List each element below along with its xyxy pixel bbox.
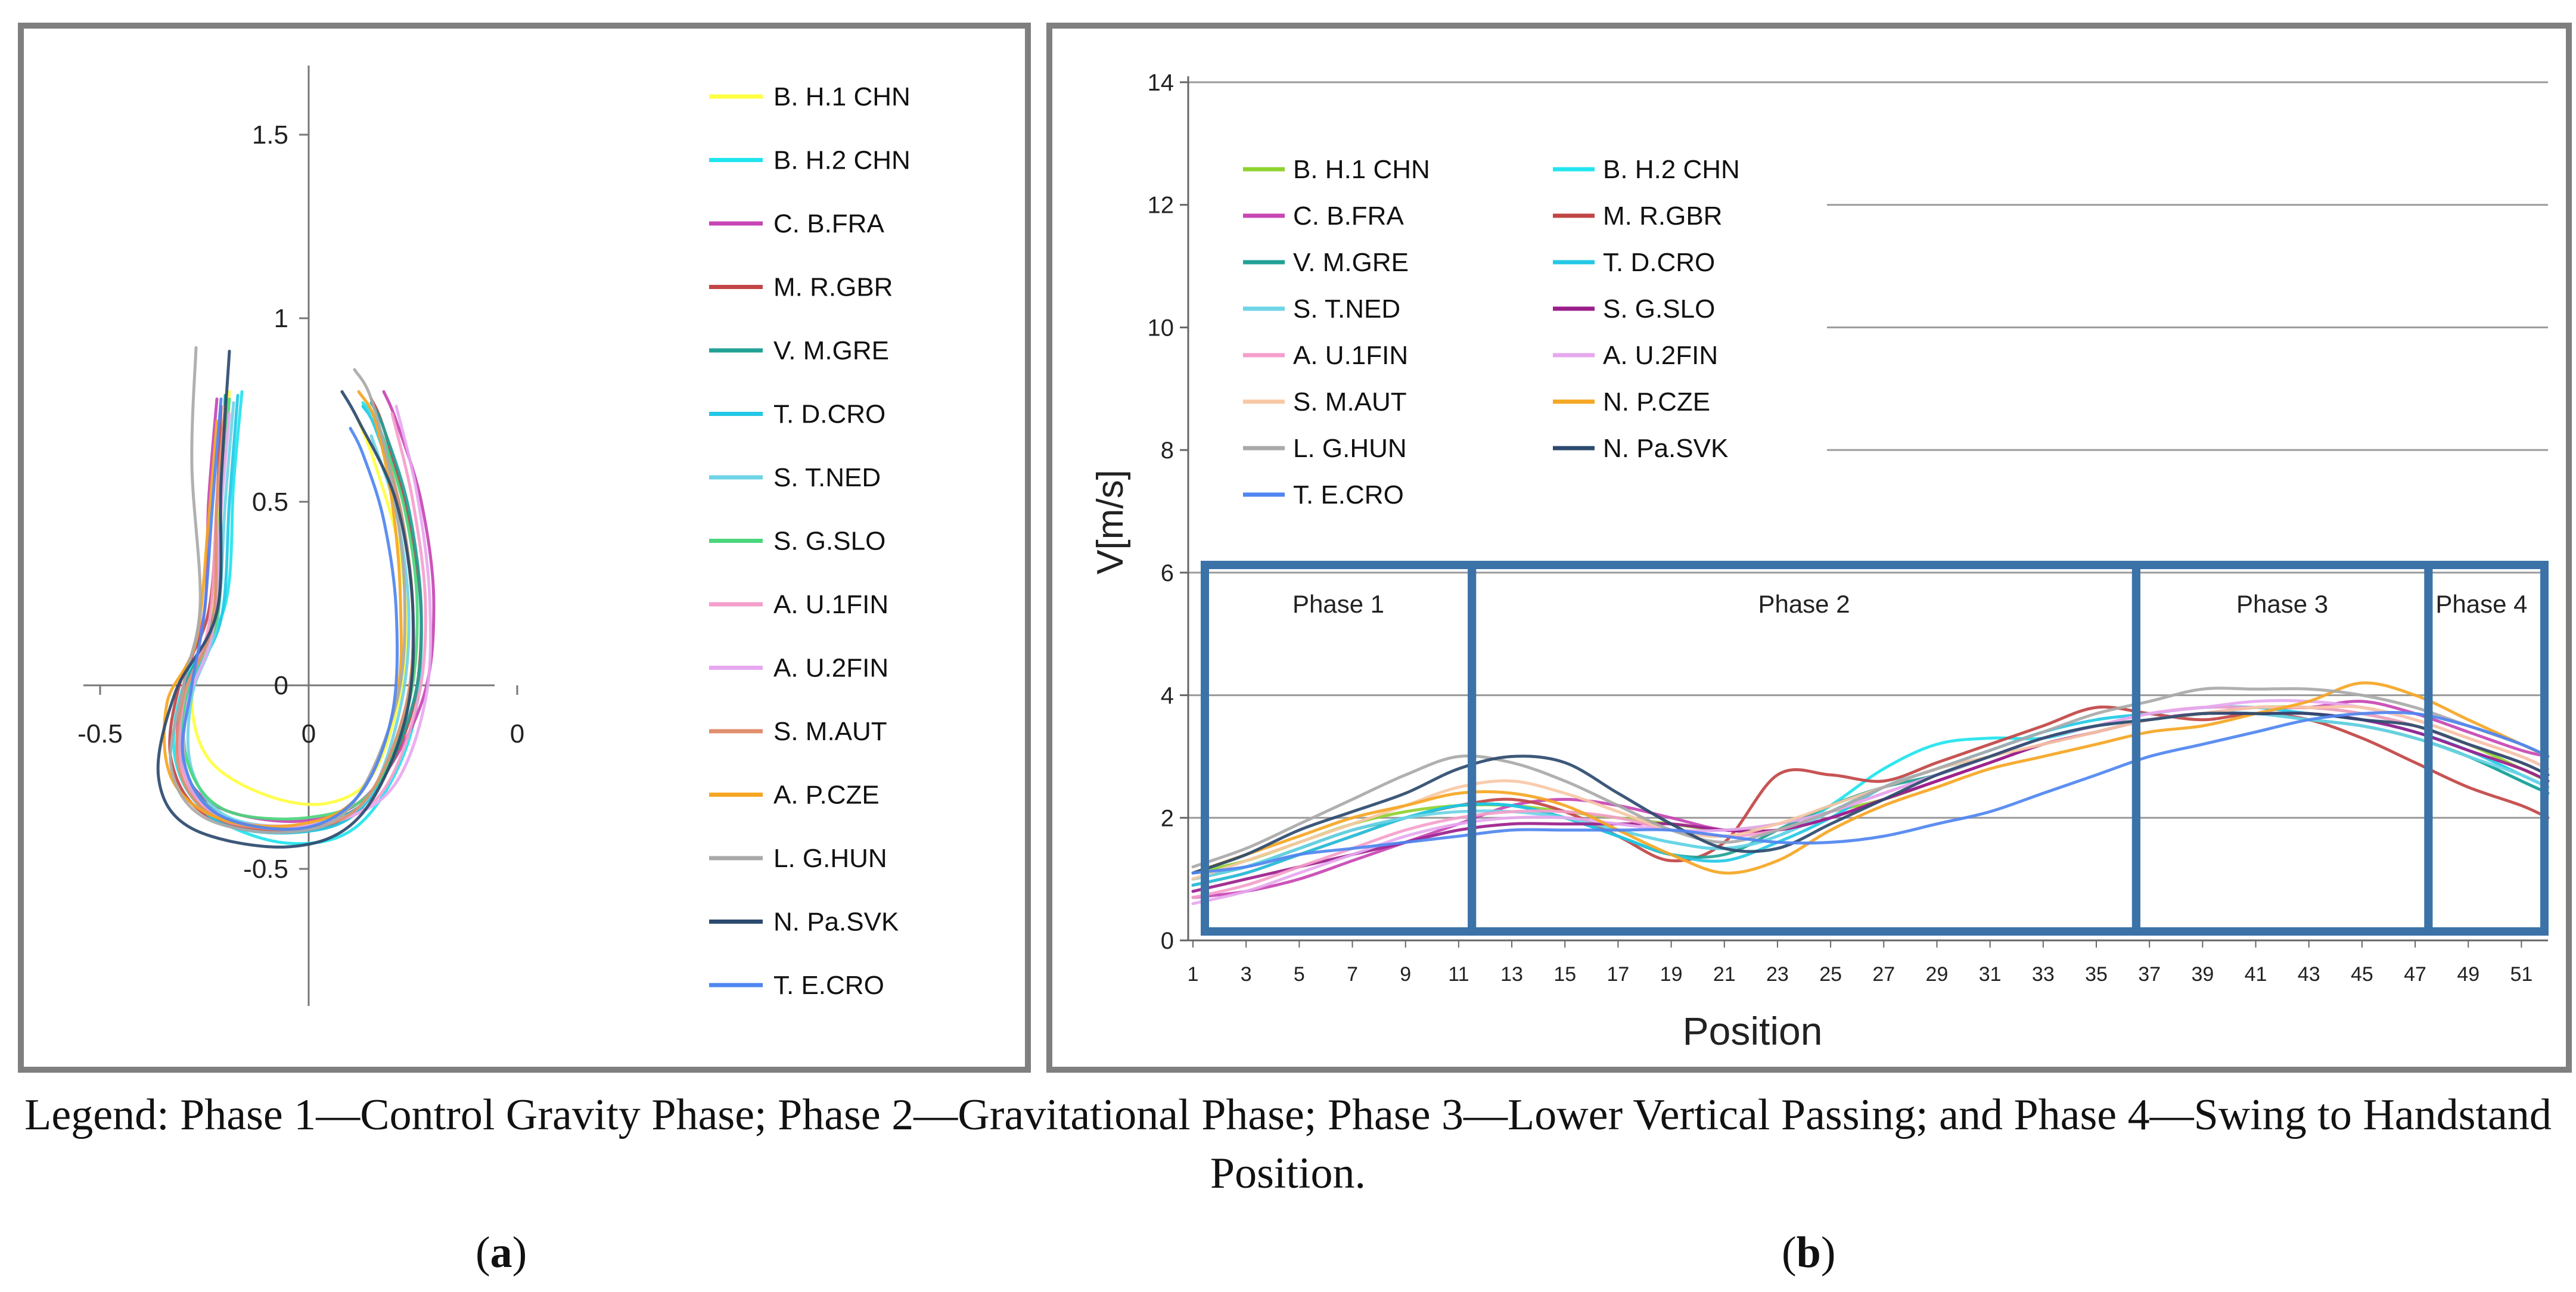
x-tick-label: 49 (2457, 963, 2479, 986)
series-line-n-pa-svk (156, 349, 415, 849)
legend-label-n-p-cze: N. P.CZE (1603, 387, 1710, 417)
y-tick-label: 8 (1161, 437, 1174, 464)
legend-label-s-g-slo: S. G.SLO (1603, 294, 1715, 324)
x-tick-label: 15 (1553, 963, 1576, 986)
legend-label-t-d-cro: T. D.CRO (1603, 248, 1715, 277)
panel-a-trajectory: -0.5 0 0 1.5 1 0.5 0 -0.5 B. H.1 CHN B. H.2 CHN C.… (18, 23, 1031, 1073)
x-tick-label: -0.5 (77, 719, 123, 749)
legend-label-b-h-1-chn: B. H.1 CHN (773, 82, 911, 111)
legend-label-a-u-2fin: A. U.2FIN (773, 654, 888, 683)
panel-label-b: (b) (1782, 1228, 1836, 1277)
x-tick-label: 37 (2138, 963, 2161, 986)
x-tick-label: 17 (1606, 963, 1629, 986)
legend-label-a-u-1fin: A. U.1FIN (773, 590, 888, 619)
phase-label-1: Phase 1 (1292, 590, 1384, 618)
legend-label-s-t-ned: S. T.NED (1293, 294, 1400, 324)
phase-label-4: Phase 4 (2435, 590, 2527, 618)
figure-caption: Legend: Phase 1—Control Gravity Phase; P… (24, 1091, 2552, 1198)
legend-label-a-u-1fin: A. U.1FIN (1293, 341, 1408, 370)
x-tick-label: 7 (1347, 963, 1358, 986)
series-line-a-u-2fin (1191, 699, 2550, 905)
x-tick-label: 51 (2510, 963, 2533, 986)
y-tick-label: 0.5 (252, 487, 288, 517)
legend-label-a-u-2fin: A. U.2FIN (1603, 341, 1718, 370)
x-tick-label: 41 (2245, 963, 2267, 986)
legend-label-m-r-gbr: M. R.GBR (773, 273, 893, 302)
legend-label-v-m-gre: V. M.GRE (773, 336, 889, 365)
phase-box-2 (1468, 561, 2140, 936)
y-tick-label: 14 (1148, 70, 1174, 96)
legend-label-n-pa-svk: N. Pa.SVK (1603, 434, 1728, 463)
legend-label-t-e-cro: T. E.CRO (1293, 480, 1404, 510)
legend-label-s-m-aut: S. M.AUT (1293, 387, 1407, 417)
y-tick-label: 1 (274, 304, 288, 333)
legend-label-l-g-hun: L. G.HUN (773, 844, 887, 873)
x-tick-label: 1 (1188, 963, 1199, 986)
x-tick-label: 5 (1294, 963, 1305, 986)
y-tick-label: 6 (1161, 560, 1174, 586)
y-tick-label: 12 (1148, 192, 1174, 219)
x-tick-label: 27 (1872, 963, 1895, 986)
y-tick-label: 0 (274, 671, 288, 700)
series-line-l-g-hun (169, 346, 406, 834)
legend-label-s-m-aut: S. M.AUT (773, 717, 887, 746)
phase-label-3: Phase 3 (2236, 590, 2328, 618)
x-tick-label: 0 (510, 719, 524, 749)
legend-label-c-b-fra: C. B.FRA (1293, 201, 1404, 231)
series-line-l-g-hun (1191, 687, 2550, 869)
phase-box-4 (2424, 561, 2549, 936)
x-tick-label: 33 (2032, 963, 2055, 986)
x-axis-title: Position (1683, 1009, 1823, 1053)
y-tick-label: 0 (1161, 928, 1174, 954)
legend-label-a-p-cze: A. P.CZE (773, 781, 880, 810)
legend-label-l-g-hun: L. G.HUN (1293, 434, 1407, 463)
y-tick-label: 4 (1161, 683, 1174, 709)
x-tick-label: 25 (1819, 963, 1842, 986)
x-tick-label: 45 (2351, 963, 2373, 986)
x-tick-label: 35 (2085, 963, 2108, 986)
panel-b-velocity: 0 2 4 6 8 10 12 14 1 3 5 7 9 11 13 15 17 19 21 23 25 27 29 31 33… (1046, 23, 2572, 1073)
x-tick-label: 39 (2191, 963, 2214, 986)
series-line-t-e-cro (1191, 710, 2550, 875)
legend-label-s-g-slo: S. G.SLO (773, 527, 885, 556)
x-tick-label: 9 (1400, 963, 1411, 986)
x-tick-label: 31 (1979, 963, 2002, 986)
x-tick-label: 0 (302, 719, 316, 749)
legend-label-m-r-gbr: M. R.GBR (1603, 201, 1722, 231)
x-tick-label: 23 (1766, 963, 1789, 986)
y-tick-label: 10 (1148, 315, 1174, 341)
legend-label-n-pa-svk: N. Pa.SVK (773, 908, 899, 937)
legend-label-t-e-cro: T. E.CRO (773, 971, 884, 1000)
phase-box-1 (1201, 561, 1477, 936)
x-tick-label: 43 (2298, 963, 2320, 986)
y-axis-title: V[m/s] (1090, 470, 1131, 574)
legend-label-b-h-2-chn: B. H.2 CHN (773, 146, 911, 175)
legend-label-b-h-1-chn: B. H.1 CHN (1293, 155, 1430, 184)
x-tick-label: 19 (1660, 963, 1683, 986)
legend-label-v-m-gre: V. M.GRE (1293, 248, 1409, 277)
panel-label-a: (a) (476, 1228, 527, 1277)
x-tick-label: 21 (1713, 963, 1736, 986)
x-tick-label: 3 (1241, 963, 1252, 986)
x-tick-label: 29 (1926, 963, 1949, 986)
legend-label-c-b-fra: C. B.FRA (773, 209, 884, 238)
series-line-t-e-cro (181, 397, 399, 831)
legend-label-b-h-2-chn: B. H.2 CHN (1603, 155, 1740, 184)
phase-label-2: Phase 2 (1758, 590, 1850, 618)
legend-label-s-t-ned: S. T.NED (773, 463, 881, 492)
x-tick-label: 11 (1448, 963, 1469, 986)
y-tick-label: 1.5 (252, 120, 288, 150)
legend-label-t-d-cro: T. D.CRO (773, 400, 885, 429)
y-tick-label: -0.5 (243, 855, 288, 884)
x-tick-label: 47 (2404, 963, 2426, 986)
x-tick-label: 13 (1500, 963, 1523, 986)
y-tick-label: 2 (1161, 805, 1174, 831)
